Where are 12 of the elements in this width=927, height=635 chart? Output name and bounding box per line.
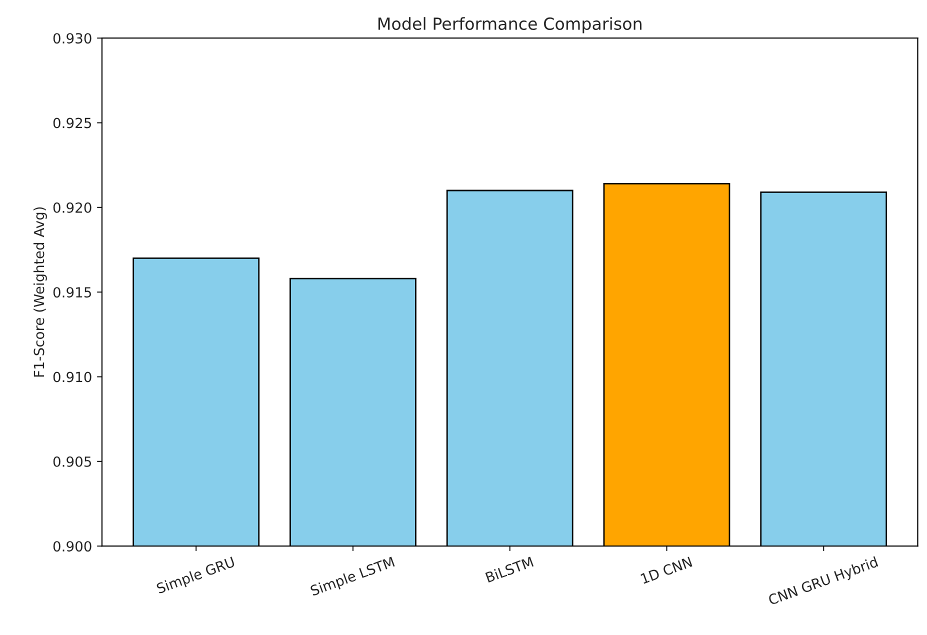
y-tick-label: 0.920 (53, 202, 92, 213)
y-tick-label: 0.900 (53, 541, 92, 552)
y-tick-label: 0.925 (53, 118, 92, 128)
y-axis-title: F1-Score (Weighted Avg) (33, 207, 47, 377)
x-tick-label: Simple LSTM (310, 556, 396, 599)
x-tick-label: 1D CNN (640, 556, 692, 584)
y-tick-label: 0.915 (53, 287, 92, 298)
y-tick-label: 0.930 (53, 33, 92, 44)
y-tick-label: 0.905 (53, 456, 92, 467)
chart-title: Model Performance Comparison (378, 17, 642, 34)
y-tick-label: 0.910 (53, 372, 92, 382)
x-tick-label: Simple GRU (156, 556, 236, 596)
